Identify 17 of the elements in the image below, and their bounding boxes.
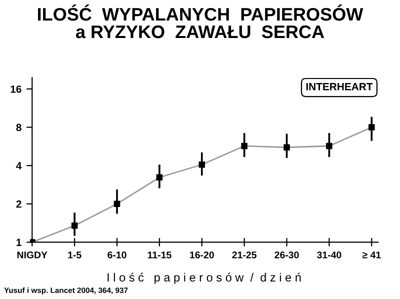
y-tick-label: 1 xyxy=(16,238,22,246)
y-tick-label: 16 xyxy=(10,85,22,93)
x-tick-label: 6-10 xyxy=(108,251,126,258)
x-axis-title: I l o ś ć p a p i e r o s ó w / d z i e ń xyxy=(108,272,301,284)
x-tick-label: 11-15 xyxy=(148,252,172,258)
x-tick-label: 26-30 xyxy=(274,251,299,258)
x-tick-label: 1-5 xyxy=(68,252,82,258)
y-tick-label: 8 xyxy=(16,124,22,132)
chart-title: ILOŚĆ WYPALANYCH PAPIEROSÓW a RYZYKO ZAWAŁU SERCA xyxy=(38,4,364,38)
annotation: INTERHEART xyxy=(306,83,373,90)
x-tick-label: 21-25 xyxy=(232,251,256,258)
x-tick-label: ≥ 41 xyxy=(362,252,381,258)
x-tick-label: NIGDY xyxy=(17,251,48,258)
y-tick-label: 2 xyxy=(16,200,22,208)
y-tick-label: 4 xyxy=(16,162,22,170)
x-tick-label: 31-40 xyxy=(316,251,342,258)
x-tick-label: 16-20 xyxy=(190,251,214,258)
